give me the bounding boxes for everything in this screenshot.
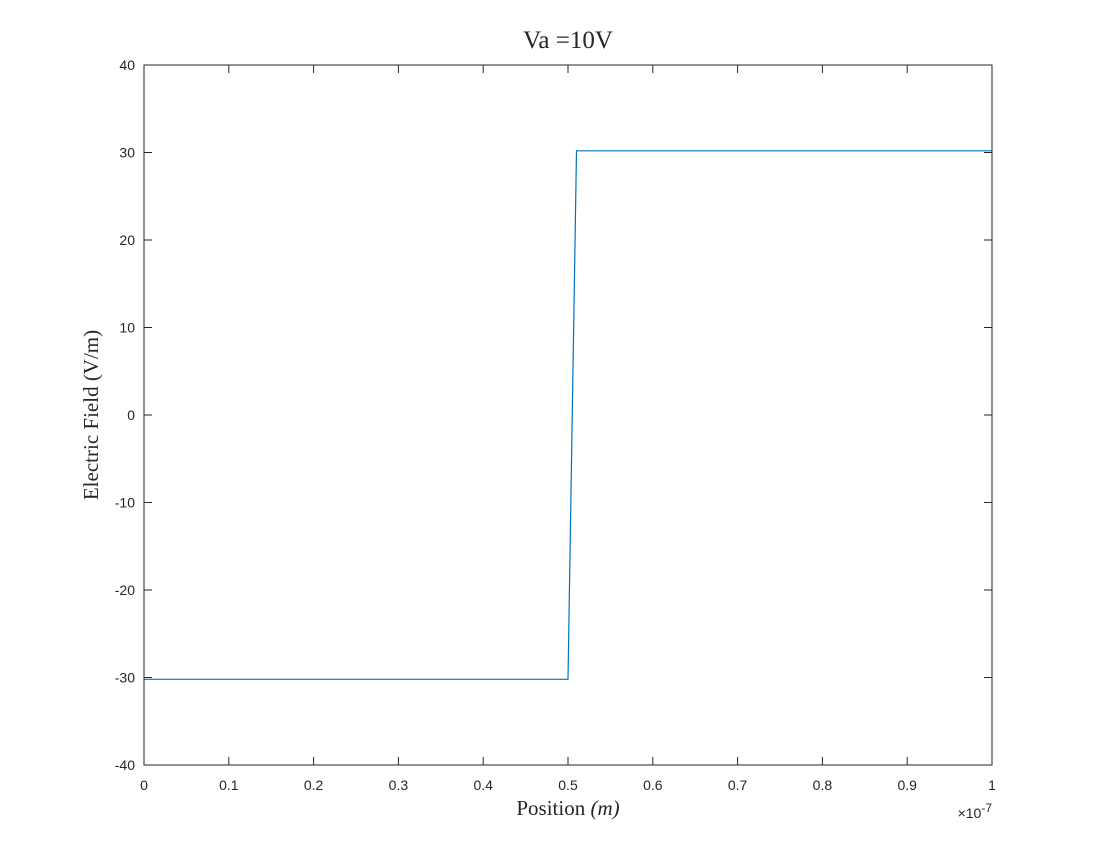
x-exponent-power: -7 [981,801,992,815]
y-tick-label: -20 [115,582,135,598]
x-tick-label: 0.3 [389,777,409,793]
y-tick-labels: 40 30 20 10 0 -10 -20 -30 -40 [115,57,135,773]
y-axis-label: Electric Field (V/m) [79,330,103,500]
y-tick-label: -10 [115,495,135,511]
y-tick-label: 10 [119,320,135,336]
y-tick-label: 0 [127,407,135,423]
x-tick-label: 1 [988,777,996,793]
y-tick-label: -30 [115,670,135,686]
x-exponent-prefix: ×10 [958,805,982,821]
series-line [144,150,992,680]
x-tick-label: 0.2 [304,777,324,793]
x-tick-label: 0 [140,777,148,793]
chart-title: Va =10V [523,27,613,54]
x-tick-label: 0.4 [473,777,493,793]
x-tick-label: 0.6 [643,777,663,793]
x-axis-exponent: ×10-7 [958,801,993,821]
axes-box [143,64,993,766]
x-axis-label: Position (m) [516,796,619,820]
y-tick-label: 20 [119,232,135,248]
x-tick-label: 0.1 [219,777,239,793]
x-tick-label: 0.7 [728,777,748,793]
y-tick-label: 30 [119,145,135,161]
x-axis-label-text: Position [516,796,590,820]
series-layer [144,150,992,680]
x-tick-label: 0.8 [813,777,833,793]
y-tick-label: -40 [115,757,135,773]
x-tick-label: 0.9 [897,777,917,793]
x-axis-label-variable: (m) [590,796,619,820]
x-tick-label: 0.5 [558,777,578,793]
y-tick-label: 40 [119,57,135,73]
x-tick-labels: 0 0.1 0.2 0.3 0.4 0.5 0.6 0.7 0.8 0.9 1 [140,777,996,793]
